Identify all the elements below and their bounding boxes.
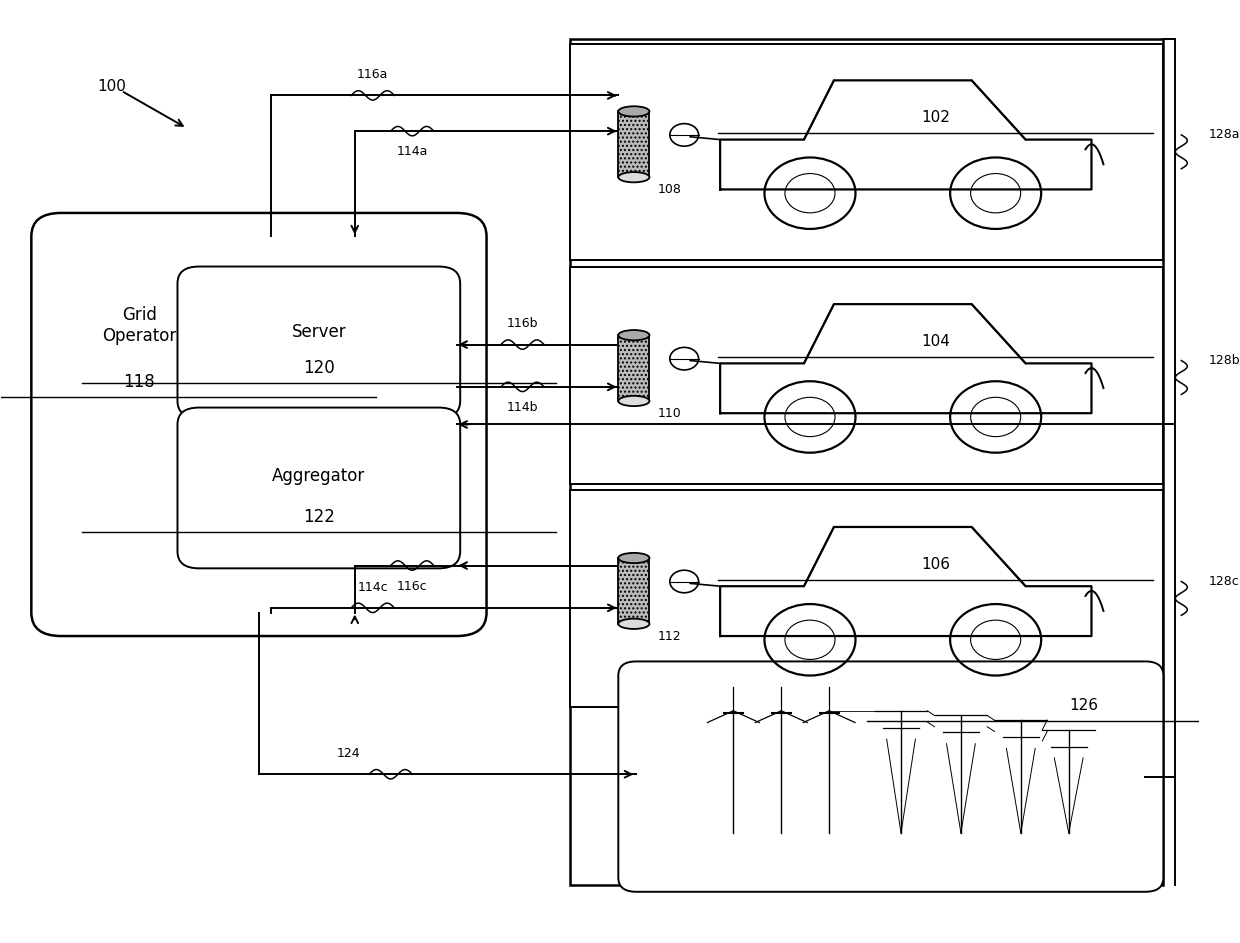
Text: 116a: 116a (357, 68, 388, 81)
Text: Grid
Operator: Grid Operator (102, 306, 176, 345)
Text: 116b: 116b (507, 318, 538, 330)
Text: 128a: 128a (1209, 128, 1240, 141)
Text: 128c: 128c (1209, 575, 1240, 588)
FancyBboxPatch shape (177, 407, 460, 569)
Ellipse shape (619, 107, 650, 117)
Ellipse shape (619, 619, 650, 629)
Text: 104: 104 (921, 334, 950, 349)
Text: 110: 110 (658, 406, 682, 420)
Text: Server: Server (291, 323, 346, 341)
Text: 128b: 128b (1209, 354, 1240, 367)
Bar (619, 335, 650, 401)
Text: 114b: 114b (507, 401, 538, 414)
Bar (570, 268, 1163, 484)
Ellipse shape (619, 396, 650, 406)
Bar (570, 490, 1163, 706)
FancyBboxPatch shape (619, 661, 1163, 892)
Ellipse shape (619, 553, 650, 563)
Bar (619, 558, 650, 624)
Bar (619, 111, 650, 177)
Text: 124: 124 (337, 747, 361, 760)
Text: 116c: 116c (397, 580, 428, 593)
Text: 118: 118 (123, 373, 155, 391)
Text: 120: 120 (303, 359, 335, 377)
Text: 108: 108 (658, 183, 682, 196)
Text: 122: 122 (303, 507, 335, 525)
Text: Aggregator: Aggregator (273, 467, 366, 486)
Bar (570, 43, 1163, 260)
Text: 102: 102 (921, 110, 950, 125)
Text: 112: 112 (658, 630, 682, 642)
Bar (570, 39, 1163, 885)
Text: 106: 106 (921, 557, 950, 572)
Ellipse shape (619, 330, 650, 340)
Ellipse shape (619, 172, 650, 182)
Text: 100: 100 (97, 78, 126, 93)
FancyBboxPatch shape (177, 267, 460, 418)
FancyBboxPatch shape (31, 213, 486, 636)
Text: 114c: 114c (357, 581, 388, 594)
Text: 126: 126 (1070, 699, 1099, 713)
Text: 114a: 114a (397, 145, 428, 158)
